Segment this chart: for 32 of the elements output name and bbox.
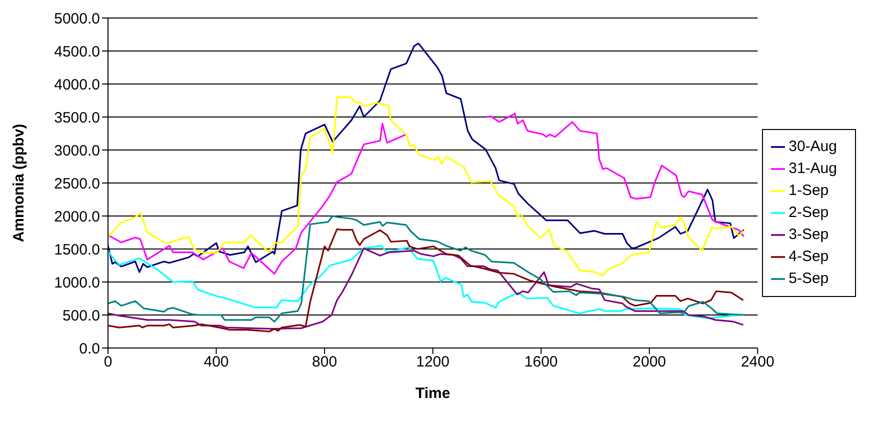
line-series: [108, 42, 745, 273]
y-tick-label: 2500.0: [54, 175, 100, 192]
line-series: [108, 215, 744, 322]
legend-label: 2-Sep: [788, 204, 829, 221]
y-tick-label: 5000.0: [54, 10, 100, 28]
x-tick-label: 2000: [632, 354, 666, 371]
x-axis-title: Time: [415, 385, 450, 402]
x-tick-label: 2400: [740, 354, 774, 371]
legend-label: 30-Aug: [788, 138, 837, 155]
legend-label: 31-Aug: [788, 160, 837, 177]
y-tick-label: 3000.0: [54, 142, 100, 160]
line-series: [108, 228, 744, 332]
y-tick-label: 1000.0: [54, 274, 100, 292]
x-tick-label: 800: [312, 354, 338, 371]
legend-label: 3-Sep: [788, 226, 829, 243]
x-tick-label: 400: [204, 354, 229, 371]
legend-label: 5-Sep: [788, 270, 829, 287]
legend-label: 4-Sep: [788, 248, 829, 265]
y-tick-label: 2000.0: [54, 208, 100, 226]
y-tick-label: 500.0: [62, 307, 100, 324]
legend-label: 1-Sep: [788, 182, 829, 199]
line-series: [108, 248, 744, 330]
y-tick-label: 3500.0: [54, 109, 100, 126]
y-tick-label: 0.0: [79, 340, 100, 358]
line-series: [108, 244, 745, 320]
y-tick-label: 4000.0: [54, 76, 100, 94]
x-tick-label: 1600: [524, 354, 558, 371]
y-axis-title: Ammonia (ppbv): [10, 124, 28, 242]
x-tick-label: 0: [104, 354, 112, 371]
y-tick-label: 4500.0: [54, 43, 100, 60]
y-tick-label: 1500.0: [54, 241, 100, 258]
x-tick-label: 1200: [416, 354, 450, 371]
